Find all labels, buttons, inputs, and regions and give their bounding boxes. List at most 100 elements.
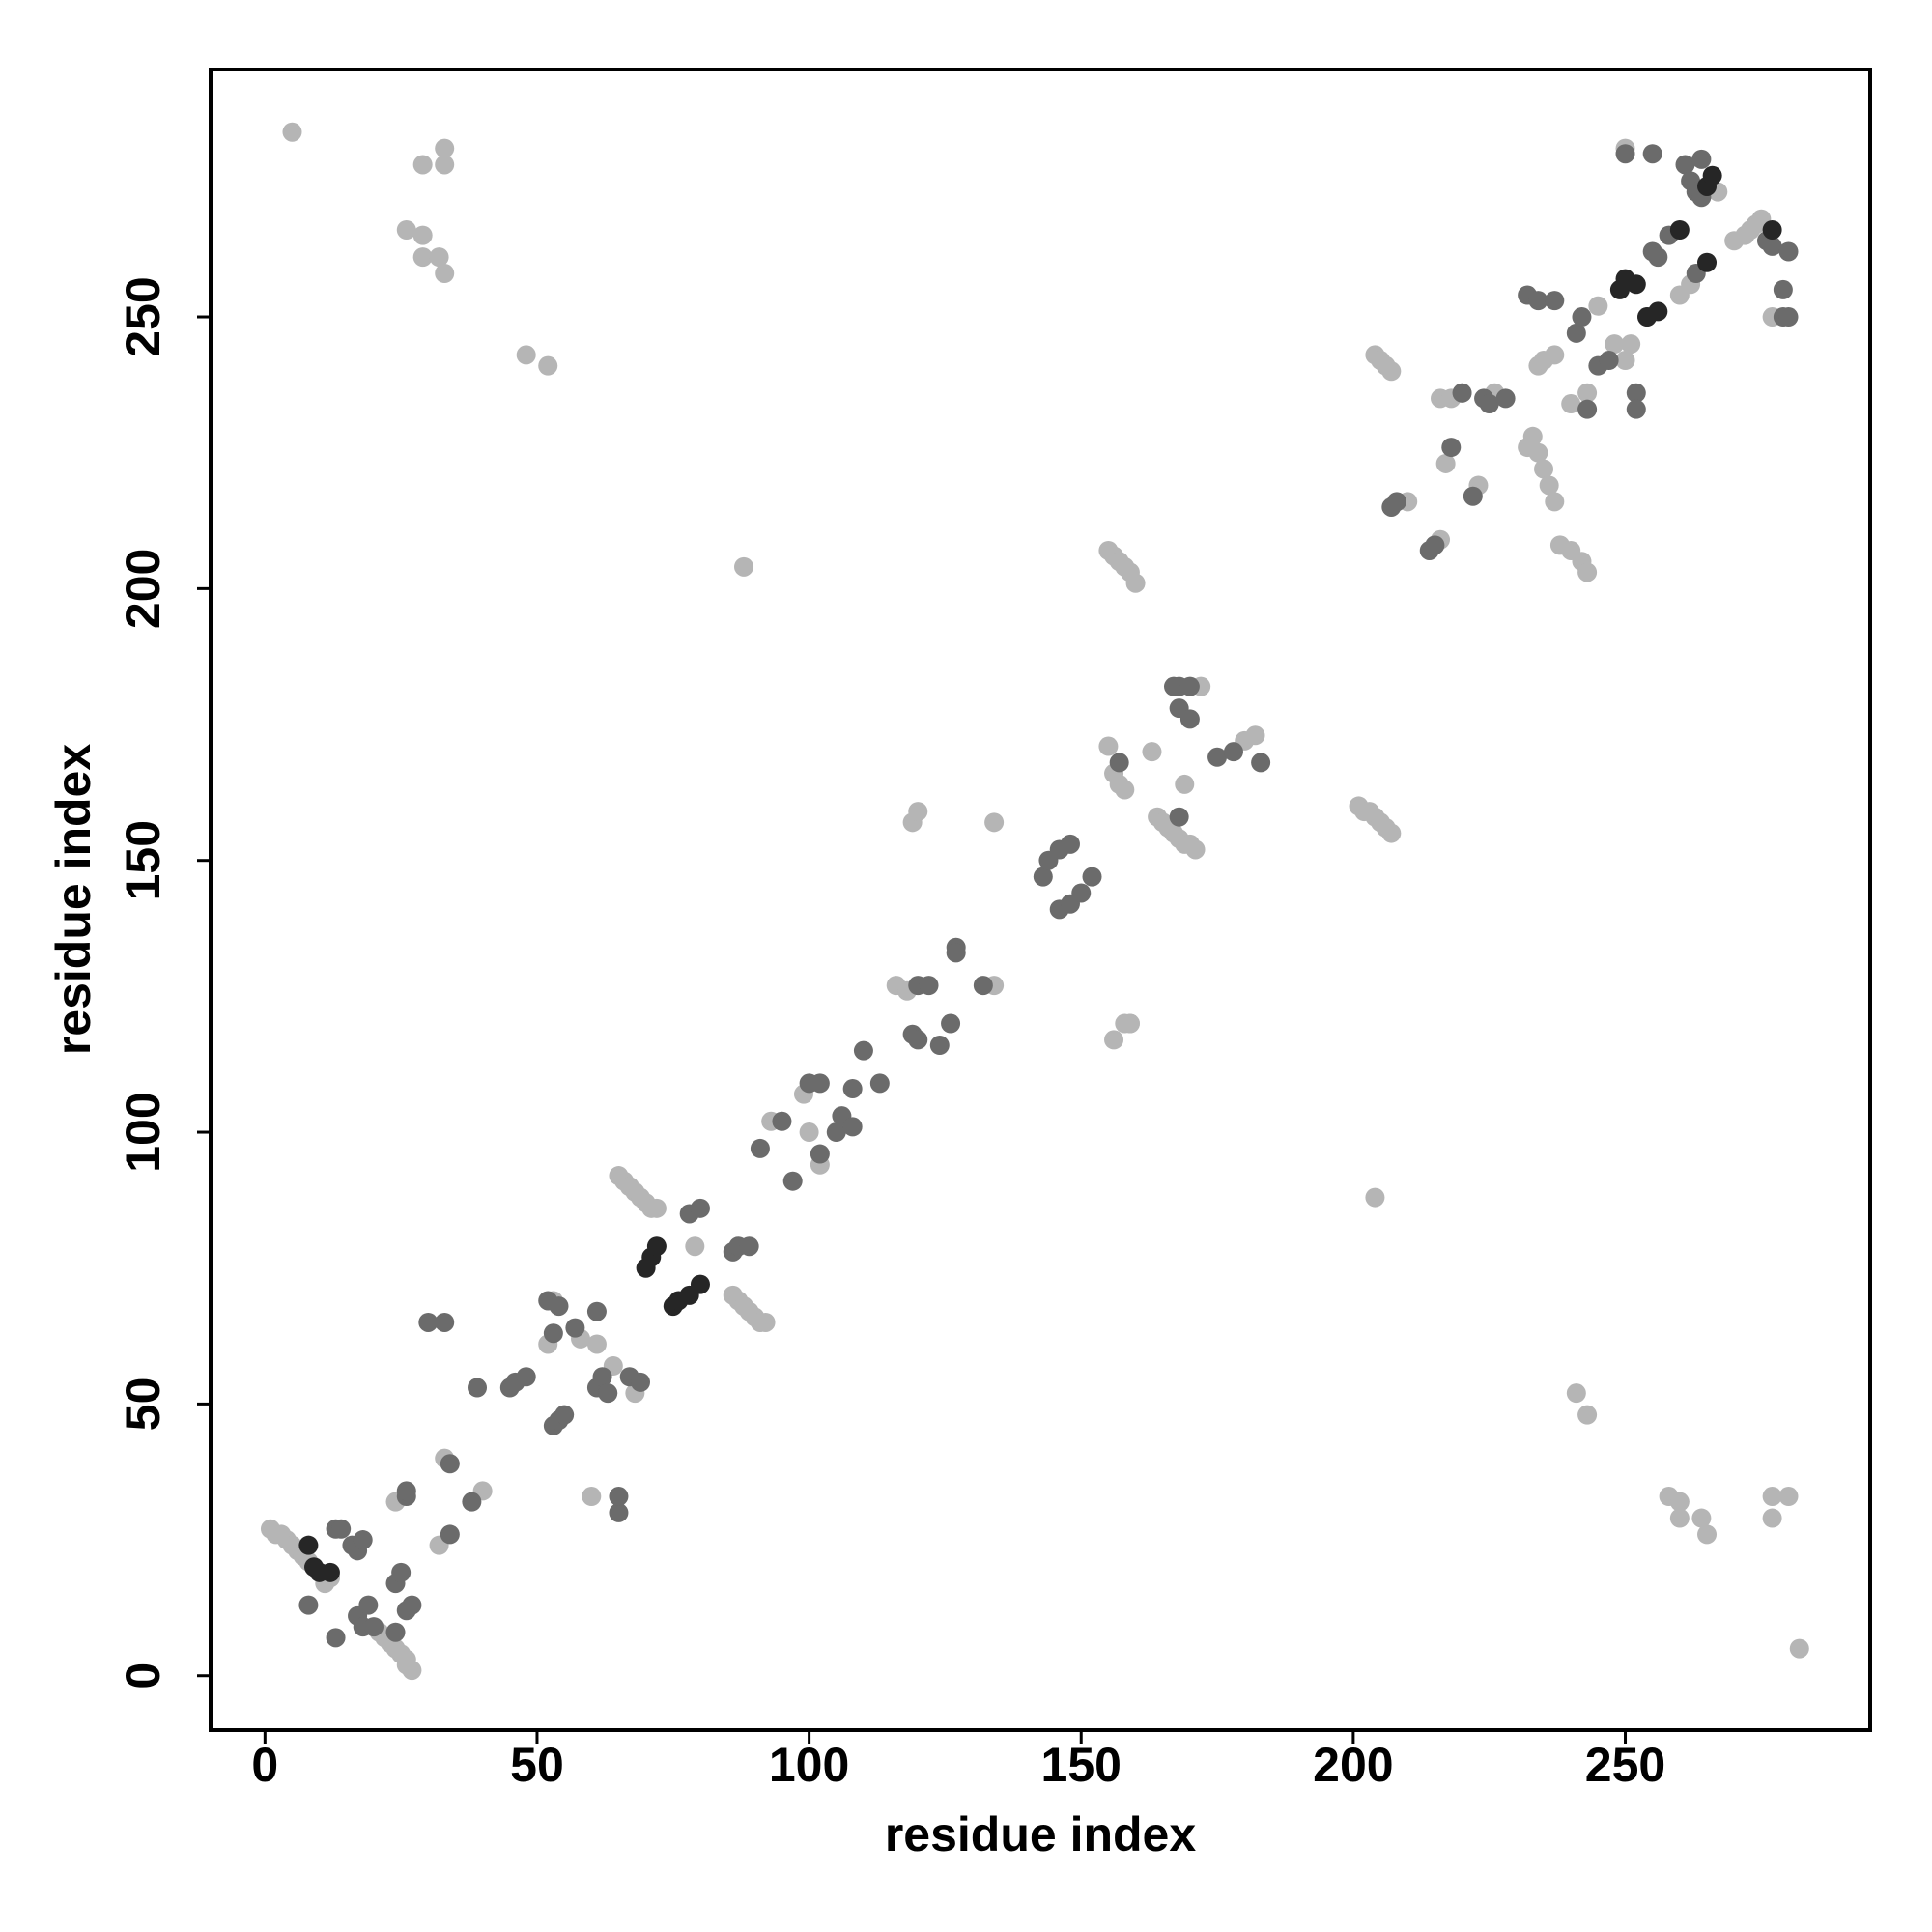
contact-point xyxy=(1588,296,1608,316)
y-tick-label: 50 xyxy=(116,1378,170,1432)
contact-point xyxy=(929,1036,950,1056)
contact-point xyxy=(582,1487,602,1507)
contact-point xyxy=(1185,839,1206,860)
contact-point xyxy=(363,1617,384,1637)
contact-point xyxy=(1599,351,1619,371)
contact-point xyxy=(298,1535,319,1555)
contact-point xyxy=(1615,351,1635,371)
contact-point xyxy=(1109,753,1129,773)
contact-point xyxy=(1648,301,1668,322)
contact-point xyxy=(440,1524,460,1545)
contact-point xyxy=(1577,383,1598,403)
contact-point xyxy=(1561,394,1581,414)
contact-point xyxy=(412,155,433,175)
x-axis-title: residue index xyxy=(885,1807,1197,1861)
contact-point xyxy=(1778,307,1799,327)
contact-point xyxy=(1142,742,1162,762)
contact-point xyxy=(543,1323,563,1344)
contact-point xyxy=(1675,155,1695,175)
contact-point xyxy=(1545,345,1565,365)
contact-point xyxy=(690,1198,710,1218)
contact-point xyxy=(826,1122,846,1143)
contact-point xyxy=(282,122,302,142)
contact-point xyxy=(609,1502,629,1522)
x-tick-label: 250 xyxy=(1585,1738,1665,1792)
contact-point xyxy=(298,1595,319,1615)
contact-point xyxy=(1175,774,1195,794)
contact-point xyxy=(1697,1524,1718,1545)
contact-point xyxy=(1539,475,1559,496)
contact-point xyxy=(869,1073,890,1094)
x-tick-label: 100 xyxy=(769,1738,849,1792)
contact-point xyxy=(1669,1508,1690,1528)
contact-point xyxy=(1452,383,1472,403)
contact-point xyxy=(1435,453,1456,473)
contact-point xyxy=(1425,535,1445,555)
contact-point xyxy=(609,1487,629,1507)
contact-point xyxy=(1245,725,1265,746)
contact-point xyxy=(468,1378,488,1398)
contact-point xyxy=(396,219,416,240)
contact-point xyxy=(1545,291,1565,311)
contact-point xyxy=(549,1296,569,1317)
contact-point xyxy=(586,1301,607,1321)
contact-point xyxy=(538,355,558,376)
contact-point xyxy=(630,1372,650,1392)
contact-point xyxy=(554,1405,575,1425)
contact-point xyxy=(1365,1187,1385,1208)
contact-point xyxy=(1179,676,1200,696)
contact-point xyxy=(1642,144,1662,164)
y-tick-label: 200 xyxy=(116,549,170,629)
contact-point xyxy=(516,345,536,365)
contact-point xyxy=(755,1312,776,1332)
contact-point xyxy=(810,1073,830,1094)
contact-point xyxy=(435,138,455,158)
contact-point xyxy=(1545,492,1565,512)
contact-point xyxy=(1762,219,1782,240)
contact-point xyxy=(412,225,433,245)
contact-point xyxy=(1691,149,1712,169)
contact-point xyxy=(919,976,939,996)
x-tick-label: 0 xyxy=(251,1738,278,1792)
contact-point xyxy=(1778,242,1799,262)
contact-point xyxy=(1778,1487,1799,1507)
contact-point xyxy=(1479,394,1499,414)
contact-point xyxy=(750,1138,770,1158)
y-tick-label: 100 xyxy=(116,1092,170,1172)
contact-point xyxy=(1773,279,1793,299)
contact-point xyxy=(429,247,449,268)
contact-point xyxy=(435,155,455,175)
contact-point xyxy=(396,1481,416,1501)
contact-point xyxy=(516,1367,536,1387)
contact-point xyxy=(412,247,433,268)
contact-point xyxy=(353,1530,373,1550)
contact-point xyxy=(984,812,1005,833)
contact-point xyxy=(1386,492,1406,512)
contact-point xyxy=(739,1236,759,1257)
contact-point xyxy=(598,1383,618,1404)
contact-point xyxy=(1762,236,1782,256)
contact-point xyxy=(1060,834,1080,854)
contact-point xyxy=(331,1519,352,1539)
contact-point xyxy=(853,1040,873,1061)
contact-point xyxy=(1463,486,1483,506)
contact-point xyxy=(1381,823,1402,843)
contact-point xyxy=(685,1236,705,1257)
contact-point xyxy=(946,943,966,963)
contact-point xyxy=(772,1111,792,1131)
contact-point xyxy=(1033,867,1053,887)
contact-point xyxy=(402,1595,422,1615)
contact-point xyxy=(1648,247,1668,268)
y-tick-label: 0 xyxy=(116,1662,170,1690)
plot-frame xyxy=(209,68,1872,1732)
contact-point xyxy=(1104,1030,1124,1050)
contact-point xyxy=(418,1312,439,1332)
contact-point xyxy=(799,1122,819,1143)
contact-point xyxy=(690,1274,710,1294)
contact-point xyxy=(1179,709,1200,729)
contact-point xyxy=(592,1367,612,1387)
contact-point xyxy=(1120,1013,1140,1034)
contact-point xyxy=(941,1013,961,1034)
